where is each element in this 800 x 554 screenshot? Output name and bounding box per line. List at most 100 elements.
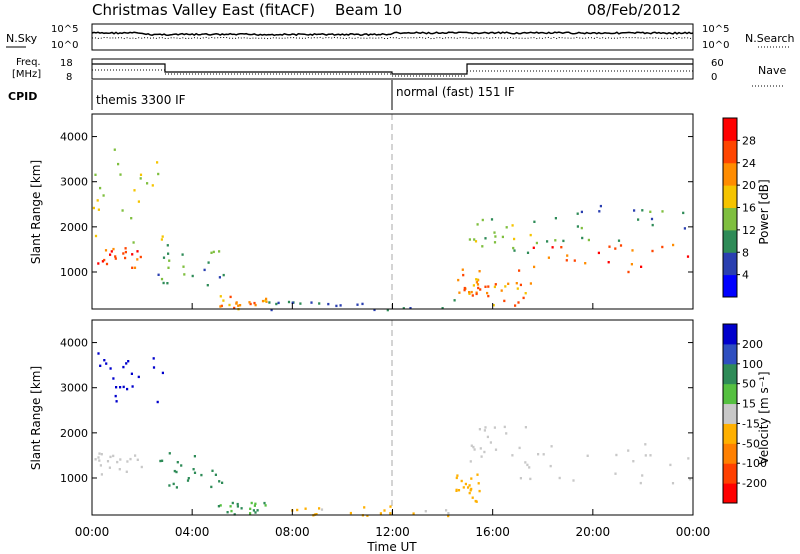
echo-cell bbox=[455, 489, 458, 492]
echo-cell bbox=[265, 300, 268, 303]
echo-cell bbox=[356, 303, 359, 306]
echo-cell bbox=[109, 253, 112, 256]
y-tick-label: 1000 bbox=[60, 472, 88, 485]
echo-cell bbox=[627, 270, 630, 274]
echo-cell bbox=[146, 182, 149, 185]
echo-cell bbox=[479, 447, 482, 450]
power-colorbar: 28 24 20 16 12 8 4 bbox=[722, 117, 756, 298]
echo-cell bbox=[463, 288, 466, 292]
echo-cell bbox=[477, 482, 480, 485]
echo-cell bbox=[264, 504, 267, 507]
echo-cell bbox=[631, 249, 634, 252]
echo-cell bbox=[121, 209, 124, 212]
echo-cell bbox=[632, 460, 635, 463]
velocity-colorbar: 200 100 50 15 -15 -50 -100 -200 bbox=[722, 323, 767, 504]
echo-cell bbox=[518, 446, 521, 450]
echo-cell bbox=[671, 482, 675, 485]
echo-cell bbox=[115, 386, 118, 389]
echo-cell bbox=[231, 501, 234, 505]
echo-cell bbox=[489, 441, 492, 444]
colorbar-tick-label: 20 bbox=[742, 179, 756, 192]
echo-cell bbox=[478, 428, 481, 431]
echo-cell bbox=[180, 464, 183, 467]
echo-cell bbox=[468, 292, 471, 295]
echo-cell bbox=[607, 261, 610, 264]
echo-cell bbox=[455, 476, 458, 480]
echo-cell bbox=[291, 301, 294, 304]
echo-cell bbox=[124, 256, 127, 260]
echo-cell bbox=[126, 387, 129, 391]
echo-cell bbox=[500, 289, 503, 292]
echo-cell bbox=[182, 265, 185, 268]
echo-cell bbox=[315, 513, 318, 516]
echo-cell bbox=[97, 456, 100, 459]
colorbar-step bbox=[723, 324, 737, 345]
echo-cell bbox=[511, 454, 514, 457]
echo-cell bbox=[168, 259, 171, 262]
cpid-segment-2: normal (fast) 151 IF bbox=[396, 85, 515, 99]
echo-cell bbox=[447, 512, 450, 515]
echo-cell bbox=[100, 473, 103, 476]
echo-cell bbox=[533, 265, 536, 269]
echo-cell bbox=[462, 273, 465, 277]
echo-cell bbox=[131, 253, 134, 256]
echo-cell bbox=[554, 217, 557, 220]
echo-cell bbox=[152, 366, 156, 369]
echo-cell bbox=[210, 251, 213, 254]
echo-cell bbox=[580, 210, 583, 214]
cpid-segment-1: themis 3300 IF bbox=[96, 93, 186, 107]
echo-cell bbox=[175, 470, 178, 474]
echo-cell bbox=[218, 250, 221, 253]
echo-cell bbox=[105, 362, 108, 365]
echo-cell bbox=[94, 234, 98, 238]
echo-cell bbox=[131, 385, 134, 388]
echo-cell bbox=[270, 308, 273, 312]
echo-cell bbox=[460, 479, 463, 483]
echo-cell bbox=[477, 286, 480, 290]
cpid-panel: CPID themis 3300 IF normal (fast) 151 IF bbox=[8, 80, 515, 110]
echo-cell bbox=[116, 460, 119, 464]
echo-cell bbox=[239, 304, 242, 307]
echo-cell bbox=[130, 217, 133, 220]
colorbar-tick-label: 15 bbox=[742, 398, 756, 411]
echo-cell bbox=[161, 459, 164, 462]
echo-cell bbox=[565, 259, 568, 262]
echo-cell bbox=[151, 184, 154, 187]
echo-cell bbox=[464, 482, 467, 486]
echo-cell bbox=[104, 249, 108, 252]
noise-right-label: N.Search bbox=[745, 32, 795, 45]
echo-cell bbox=[112, 377, 115, 380]
echo-cell bbox=[535, 241, 538, 245]
echo-cell bbox=[615, 453, 618, 457]
echo-cell bbox=[161, 371, 164, 375]
echo-cell bbox=[219, 295, 222, 298]
echo-cell bbox=[468, 238, 471, 241]
echo-cell bbox=[562, 239, 565, 243]
echo-cell bbox=[119, 458, 122, 461]
echo-cell bbox=[99, 186, 102, 190]
colorbar-tick-label: 28 bbox=[742, 134, 756, 147]
echo-cell bbox=[644, 454, 647, 457]
colorbar-step bbox=[723, 229, 737, 253]
echo-cell bbox=[633, 209, 636, 212]
x-tick-label: 16:00 bbox=[475, 525, 510, 539]
colorbar-tick-label: -200 bbox=[742, 477, 767, 490]
echo-cell bbox=[212, 250, 215, 254]
echo-cell bbox=[114, 257, 117, 260]
echo-cell bbox=[233, 513, 236, 516]
echo-cell bbox=[249, 302, 252, 306]
x-tick-label: 04:00 bbox=[175, 525, 210, 539]
noise-panel-frame bbox=[91, 23, 694, 51]
echo-cell bbox=[457, 278, 460, 282]
y-tick-label: 2000 bbox=[60, 221, 88, 234]
echo-cell bbox=[168, 484, 171, 487]
beam-label: Beam 10 bbox=[335, 1, 402, 19]
echo-cell bbox=[542, 453, 545, 456]
echo-cell bbox=[480, 455, 483, 458]
colorbar-step bbox=[723, 383, 737, 405]
colorbar-tick-label: 200 bbox=[742, 338, 763, 351]
echo-cell bbox=[218, 276, 221, 279]
echo-cell bbox=[471, 294, 474, 297]
echo-cell bbox=[682, 211, 685, 215]
